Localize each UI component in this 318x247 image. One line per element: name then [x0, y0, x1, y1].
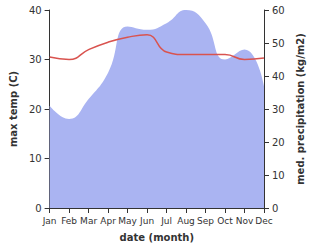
svg-text:Aug: Aug	[177, 216, 195, 226]
svg-text:Jun: Jun	[139, 216, 154, 226]
svg-text:Oct: Oct	[217, 216, 233, 226]
svg-text:50: 50	[272, 38, 285, 49]
svg-text:20: 20	[29, 104, 42, 115]
svg-text:30: 30	[272, 104, 285, 115]
svg-text:10: 10	[29, 153, 42, 164]
svg-text:0: 0	[35, 203, 41, 214]
svg-text:May: May	[118, 216, 137, 226]
svg-text:Dec: Dec	[255, 216, 272, 226]
svg-text:0: 0	[272, 203, 278, 214]
svg-text:Apr: Apr	[100, 216, 116, 226]
svg-text:Nov: Nov	[236, 216, 254, 226]
svg-text:med. precipitation (kg/m2): med. precipitation (kg/m2)	[295, 33, 306, 185]
svg-text:Mar: Mar	[80, 216, 97, 226]
svg-text:Feb: Feb	[61, 216, 77, 226]
svg-text:30: 30	[29, 54, 42, 65]
svg-text:Jan: Jan	[42, 216, 57, 226]
svg-text:40: 40	[29, 5, 42, 16]
svg-text:10: 10	[272, 170, 285, 181]
svg-text:Sep: Sep	[197, 216, 214, 226]
svg-text:max temp (C): max temp (C)	[8, 71, 19, 147]
svg-text:date (month): date (month)	[120, 232, 194, 243]
svg-text:40: 40	[272, 71, 285, 82]
svg-text:Jul: Jul	[160, 216, 172, 226]
svg-text:60: 60	[272, 5, 285, 16]
svg-text:20: 20	[272, 137, 285, 148]
